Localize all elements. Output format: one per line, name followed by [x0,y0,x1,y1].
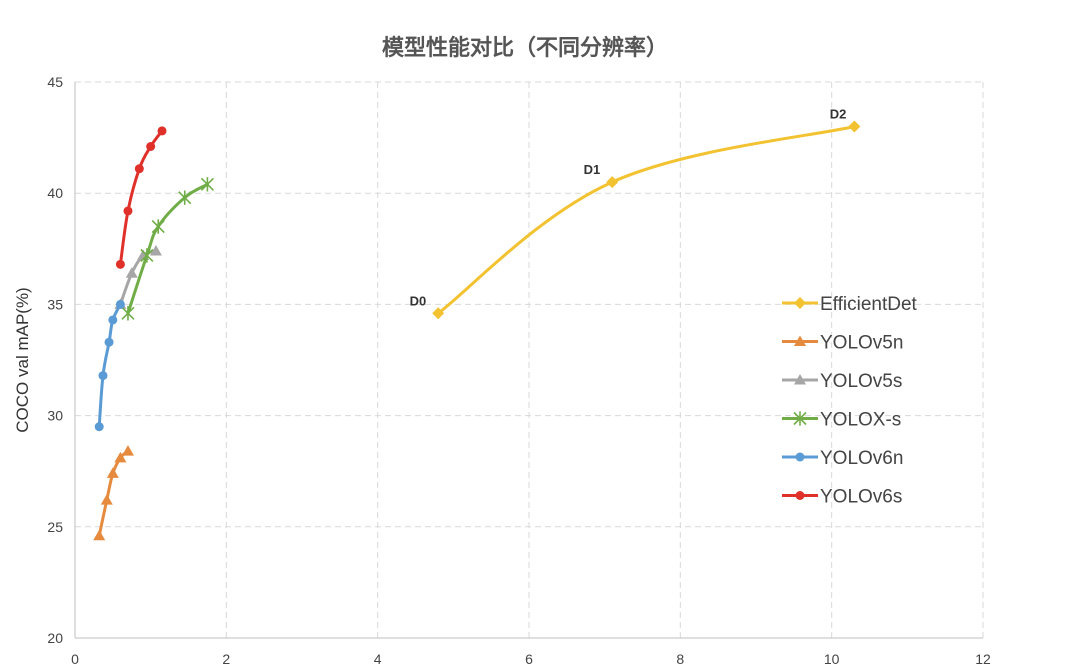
y-tick-label: 35 [47,296,63,312]
x-tick-label: 10 [824,651,840,667]
legend-item-yolov6s: YOLOv6s [782,487,902,508]
series-layer: D0 D1 D2 [93,106,861,541]
legend-label: YOLOX-s [820,410,901,431]
data-point-yolox-s [140,248,154,263]
series-yolov6n [94,299,125,432]
data-point-yolov5n [93,529,106,541]
legend-swatch-marker [795,452,805,462]
series-line-yolov6s [118,129,164,266]
legend-swatch-marker [794,297,806,309]
series-yolox-s [121,177,214,321]
data-point-yolov6s [115,259,125,269]
data-point-yolox-s [200,177,214,192]
legend-swatch-marker [793,411,807,426]
axis-layer: 20 25 30 35 40 45 0 2 4 6 8 10 12 [47,74,991,667]
series-efficientdet: D0 D1 D2 [410,106,861,320]
y-tick-label: 45 [47,74,63,90]
x-tick-label: 8 [676,651,684,667]
legend-label: YOLOv6n [820,448,903,469]
legend-label: YOLOv5s [820,371,902,392]
y-tick-label: 20 [47,630,63,646]
legend-swatch-marker [794,335,806,346]
legend-swatch-marker [795,491,805,500]
data-point-yolox-s [121,306,135,321]
series-line-yolov5n [97,449,130,538]
x-tick-label: 6 [525,651,533,667]
x-tick-label: 0 [71,651,79,667]
point-label-efficientdet: D0 [410,293,427,308]
data-point-yolov6s [146,141,156,151]
legend-item-yolov6n: YOLOv6n [782,448,903,469]
legend-item-yolov5n: YOLOv5n [782,333,903,354]
data-point-yolov5n [106,467,119,478]
x-tick-label: 4 [374,651,382,667]
grid-layer [75,81,984,638]
series-yolov5n [93,445,134,541]
data-point-efficientdet [848,120,861,133]
series-yolov6s [115,126,167,269]
series-line-efficientdet [436,124,856,315]
data-point-yolov6n [115,299,125,309]
legend-label: EfficientDet [820,294,918,315]
chart-title: 模型性能对比（不同分辨率） [381,36,668,61]
legend-swatch-marker [794,374,806,385]
legend-label: YOLOv5n [820,333,903,354]
series-line-yolox-s [126,182,209,315]
legend-item-yolox-s: YOLOX-s [782,410,901,431]
data-point-yolov6n [98,371,108,381]
x-tick-label: 12 [975,651,991,667]
legend-item-yolov5s: YOLOv5s [782,371,902,392]
legend-label: YOLOv6s [820,487,902,508]
y-tick-label: 40 [47,185,63,201]
point-label-efficientdet: D1 [584,162,601,177]
data-point-yolov5n [121,445,134,456]
legend-item-efficientdet: EfficientDet [782,294,918,315]
y-tick-label: 25 [47,519,63,535]
data-point-yolox-s [178,190,192,205]
data-point-yolov6n [94,422,104,432]
y-axis-label: COCO val mAP(%) [13,287,32,432]
data-point-yolov5s [149,245,162,256]
y-tick-label: 30 [47,408,63,424]
data-point-yolov6s [134,164,144,174]
data-point-yolov5n [114,451,127,463]
data-point-yolov5s [125,267,138,278]
data-point-efficientdet [432,307,445,320]
data-point-yolov6n [108,315,118,325]
data-point-yolov5n [100,494,113,505]
data-point-yolox-s [151,219,165,234]
point-label-efficientdet: D2 [830,106,847,121]
data-point-yolov6s [157,126,167,136]
data-point-yolov6n [104,337,114,347]
x-tick-label: 2 [222,651,230,667]
data-point-efficientdet [606,176,619,189]
data-point-yolov6s [123,206,133,216]
legend: EfficientDet YOLOv5n YOLOv5s YOLOX-s YOLOv6n… [782,294,918,508]
